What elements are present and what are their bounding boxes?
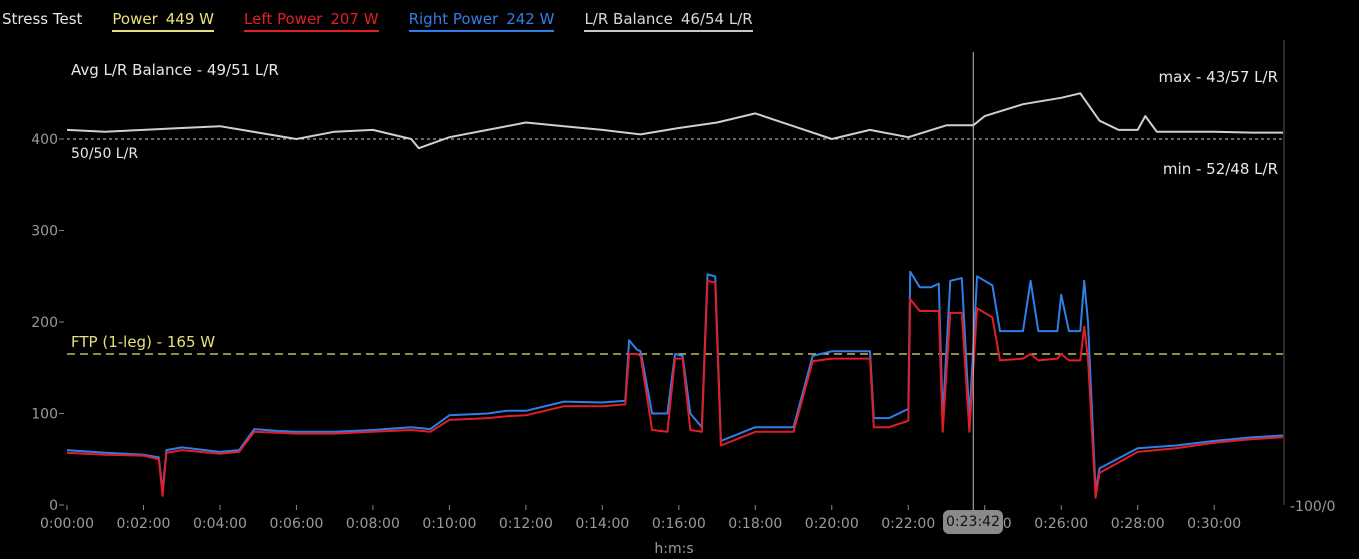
x-tick-label: 0:30:00	[1187, 516, 1241, 532]
legend-label: Right Power	[408, 10, 499, 28]
max-balance-label: max - 43/57 L/R	[1159, 68, 1278, 86]
avg-balance-label: Avg L/R Balance - 49/51 L/R	[71, 61, 279, 79]
legend-lr-balance[interactable]: L/R Balance 46/54 L/R	[584, 10, 753, 32]
series-line-l-r-balance	[66, 92, 1283, 150]
x-tick-label: 0:12:00	[499, 516, 553, 532]
series-line-right-power	[66, 270, 1284, 493]
y-tick-label: 400	[31, 132, 58, 148]
x-tick-label: 0:18:00	[728, 516, 782, 532]
y-tick-label: 100	[31, 407, 58, 423]
y-tick-label: 200	[31, 315, 58, 331]
x-tick-label: 0:16:00	[652, 516, 706, 532]
y-tick-label: 0	[49, 498, 58, 514]
legend-left-power[interactable]: Left Power 207 W	[244, 10, 379, 32]
legend-right-power[interactable]: Right Power 242 W	[408, 10, 555, 32]
x-tick-label: 0:02:00	[116, 516, 170, 532]
legend-label: Power	[112, 10, 158, 28]
x-tick-label: 0:14:00	[575, 516, 629, 532]
chart-title: Stress Test	[2, 10, 83, 28]
ftp-label: FTP (1-leg) - 165 W	[71, 333, 215, 351]
x-tick-label: 0:06:00	[269, 516, 323, 532]
chart-legend: Stress Test Power 449 W Left Power 207 W…	[0, 10, 753, 36]
center-balance-label: 50/50 L/R	[71, 146, 138, 162]
legend-value: 449 W	[165, 10, 214, 28]
x-tick-label: 0:22:00	[881, 516, 935, 532]
x-axis-title: h:m:s	[654, 541, 693, 557]
legend-label: L/R Balance	[584, 10, 673, 28]
y-tick-label: 300	[31, 224, 58, 240]
x-tick-label: 0:28:00	[1111, 516, 1165, 532]
x-tick-label: 0:00:00	[40, 516, 94, 532]
x-tick-label: 0:10:00	[422, 516, 476, 532]
x-tick-label: 0:04:00	[193, 516, 247, 532]
right-axis-label: -100/0	[1290, 499, 1335, 515]
legend-value: 46/54 L/R	[680, 10, 753, 28]
series-line-left-power	[66, 279, 1284, 499]
x-tick-label: 0:26:00	[1034, 516, 1088, 532]
legend-power[interactable]: Power 449 W	[112, 10, 214, 32]
legend-label: Left Power	[244, 10, 323, 28]
cursor-time-badge: 0:23:42	[943, 510, 1003, 534]
x-tick-label: 0:08:00	[346, 516, 400, 532]
legend-value: 207 W	[330, 10, 379, 28]
legend-value: 242 W	[506, 10, 555, 28]
x-tick-label: 0:20:00	[805, 516, 859, 532]
min-balance-label: min - 52/48 L/R	[1163, 160, 1278, 178]
